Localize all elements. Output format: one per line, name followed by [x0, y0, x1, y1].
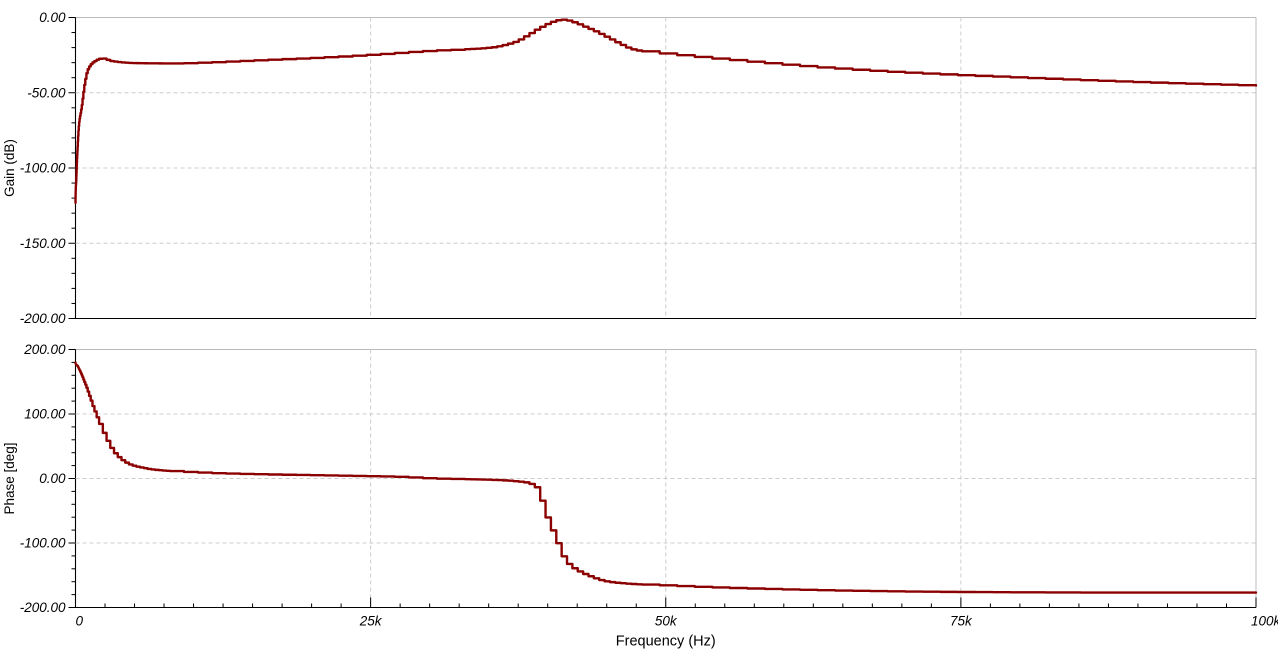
svg-text:Phase [deg]: Phase [deg] [2, 442, 17, 514]
svg-text:-150.00: -150.00 [20, 236, 66, 251]
svg-text:-100.00: -100.00 [20, 161, 66, 176]
svg-text:-200.00: -200.00 [20, 600, 66, 615]
svg-text:50k: 50k [655, 614, 678, 629]
svg-text:200.00: 200.00 [23, 342, 66, 357]
svg-text:25k: 25k [359, 614, 383, 629]
svg-text:Frequency (Hz): Frequency (Hz) [616, 634, 716, 650]
svg-text:100k: 100k [1251, 614, 1278, 629]
svg-text:100.00: 100.00 [24, 407, 66, 422]
svg-text:-200.00: -200.00 [20, 311, 66, 326]
svg-text:-100.00: -100.00 [20, 536, 66, 551]
svg-text:-50.00: -50.00 [27, 85, 66, 100]
svg-text:0: 0 [76, 614, 84, 629]
svg-text:0.00: 0.00 [39, 10, 66, 25]
svg-text:Gain (dB): Gain (dB) [2, 139, 17, 197]
svg-text:0.00: 0.00 [39, 471, 66, 486]
svg-text:75k: 75k [950, 614, 973, 629]
